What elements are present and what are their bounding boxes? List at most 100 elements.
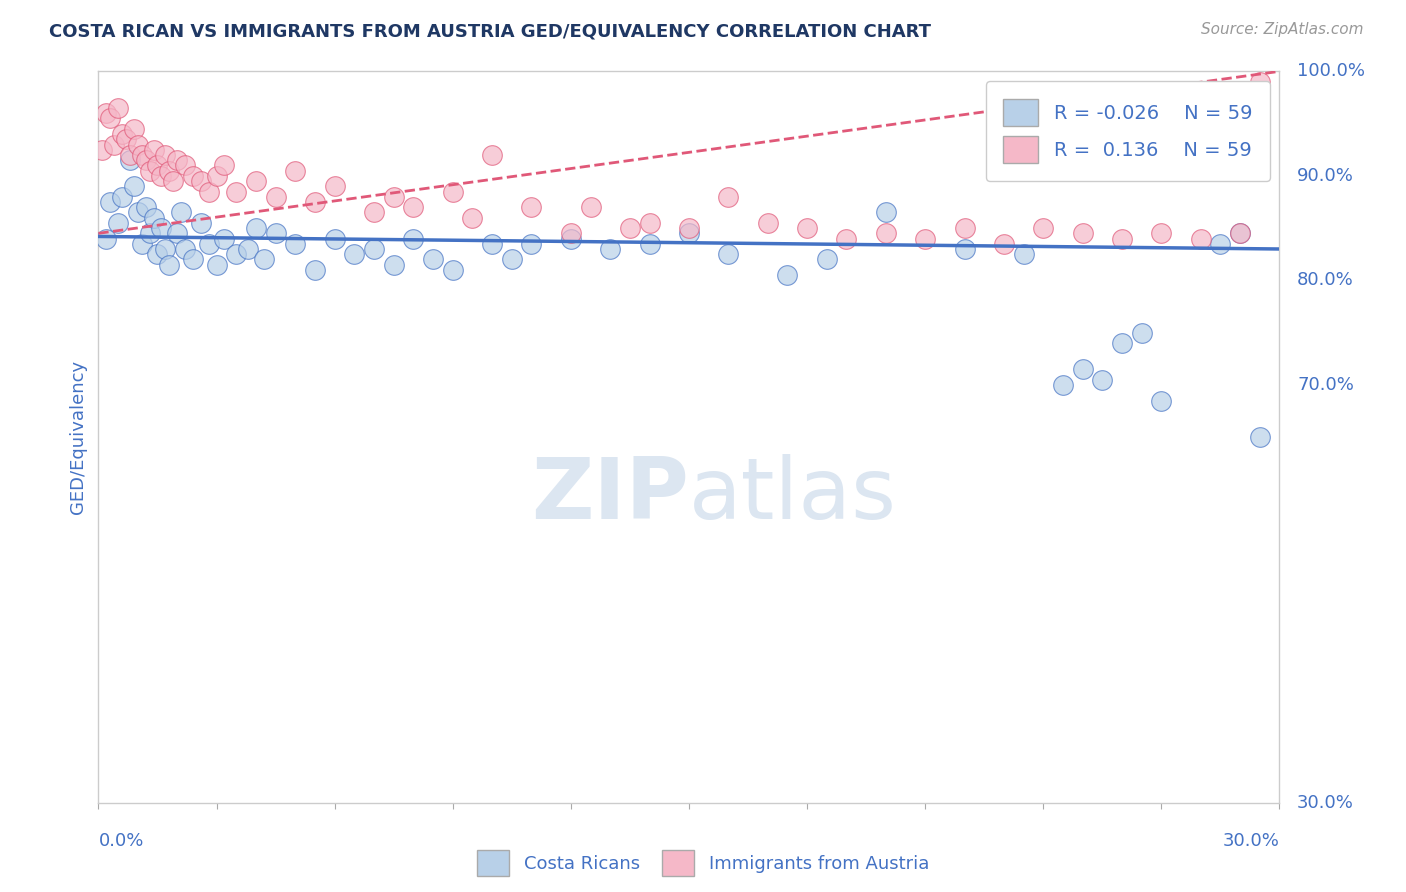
Point	[170, 205, 193, 219]
Point	[481, 148, 503, 162]
Point	[197, 185, 219, 199]
Point	[953, 221, 976, 235]
Point	[343, 247, 366, 261]
Point	[1249, 430, 1271, 444]
Point	[127, 137, 149, 152]
Point	[131, 236, 153, 251]
Point	[520, 236, 543, 251]
Text: 0.0%: 0.0%	[98, 832, 143, 850]
Point	[174, 242, 197, 256]
Point	[111, 127, 134, 141]
Point	[402, 231, 425, 245]
Point	[264, 190, 287, 204]
Point	[560, 231, 582, 245]
Point	[135, 153, 157, 168]
Text: 80.0%: 80.0%	[1298, 271, 1354, 289]
Text: COSTA RICAN VS IMMIGRANTS FROM AUSTRIA GED/EQUIVALENCY CORRELATION CHART: COSTA RICAN VS IMMIGRANTS FROM AUSTRIA G…	[49, 22, 931, 40]
Text: 100.0%: 100.0%	[1298, 62, 1365, 80]
Point	[98, 112, 121, 126]
Point	[162, 174, 184, 188]
Point	[166, 153, 188, 168]
Point	[127, 205, 149, 219]
Point	[1071, 227, 1094, 241]
Point	[619, 221, 641, 235]
Point	[118, 153, 141, 168]
Point	[264, 227, 287, 241]
Point	[155, 148, 177, 162]
Point	[678, 227, 700, 241]
Point	[118, 148, 141, 162]
Point	[284, 236, 307, 251]
Point	[253, 252, 276, 267]
Point	[1229, 227, 1251, 241]
Text: atlas: atlas	[689, 454, 897, 537]
Point	[122, 179, 145, 194]
Point	[197, 236, 219, 251]
Point	[756, 216, 779, 230]
Point	[146, 247, 169, 261]
Point	[135, 200, 157, 214]
Point	[146, 158, 169, 172]
Point	[190, 216, 212, 230]
Point	[150, 221, 173, 235]
Point	[1249, 75, 1271, 89]
Point	[1091, 373, 1114, 387]
Point	[1071, 362, 1094, 376]
Point	[363, 242, 385, 256]
Text: 30.0%: 30.0%	[1223, 832, 1279, 850]
Point	[323, 231, 346, 245]
Point	[96, 106, 118, 120]
Legend: Costa Ricans, Immigrants from Austria: Costa Ricans, Immigrants from Austria	[468, 841, 938, 885]
Point	[225, 247, 247, 261]
Point	[402, 200, 425, 214]
Point	[1150, 227, 1173, 241]
Point	[717, 190, 740, 204]
Point	[142, 211, 165, 225]
Point	[501, 252, 523, 267]
Point	[914, 231, 936, 245]
Point	[875, 205, 897, 219]
Y-axis label: GED/Equivalency: GED/Equivalency	[69, 360, 87, 514]
Point	[150, 169, 173, 183]
Point	[190, 174, 212, 188]
Point	[157, 258, 180, 272]
Point	[1189, 231, 1212, 245]
Point	[776, 268, 799, 282]
Point	[174, 158, 197, 172]
Point	[953, 242, 976, 256]
Point	[214, 158, 236, 172]
Legend: R = -0.026    N = 59, R =  0.136    N = 59: R = -0.026 N = 59, R = 0.136 N = 59	[986, 81, 1270, 181]
Point	[993, 236, 1015, 251]
Point	[481, 236, 503, 251]
Point	[599, 242, 621, 256]
Point	[1130, 326, 1153, 340]
Point	[560, 227, 582, 241]
Point	[111, 190, 134, 204]
Point	[835, 231, 858, 245]
Point	[382, 258, 405, 272]
Point	[236, 242, 259, 256]
Point	[323, 179, 346, 194]
Point	[115, 132, 138, 146]
Text: 90.0%: 90.0%	[1298, 167, 1354, 185]
Point	[245, 221, 267, 235]
Point	[91, 143, 114, 157]
Point	[382, 190, 405, 204]
Point	[638, 216, 661, 230]
Point	[138, 227, 160, 241]
Point	[284, 163, 307, 178]
Point	[363, 205, 385, 219]
Point	[875, 227, 897, 241]
Point	[1209, 236, 1232, 251]
Point	[142, 143, 165, 157]
Point	[214, 231, 236, 245]
Point	[245, 174, 267, 188]
Point	[441, 263, 464, 277]
Point	[138, 163, 160, 178]
Point	[205, 258, 228, 272]
Point	[103, 137, 125, 152]
Point	[579, 200, 602, 214]
Point	[304, 263, 326, 277]
Point	[678, 221, 700, 235]
Point	[225, 185, 247, 199]
